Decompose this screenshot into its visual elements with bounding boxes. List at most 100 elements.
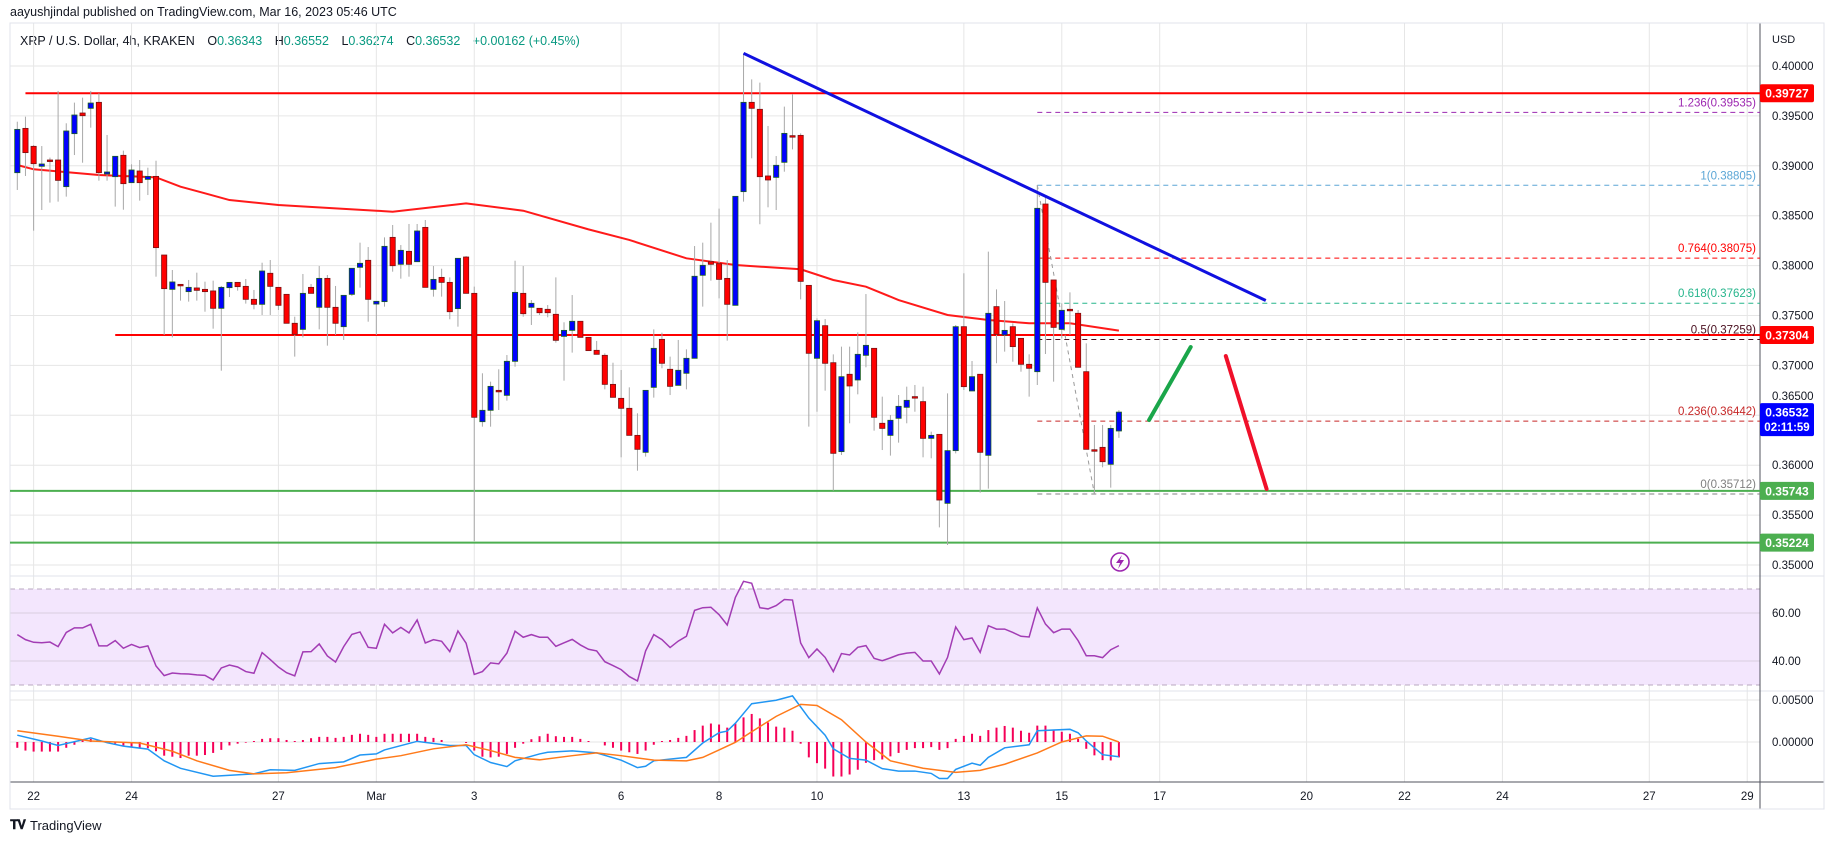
candle-body: [226, 281, 233, 289]
candle: [487, 381, 494, 427]
candle-body: [87, 102, 94, 109]
horizontal-levels[interactable]: [10, 92, 1760, 544]
time-tick-label: 27: [1643, 791, 1656, 803]
fibonacci-retracement[interactable]: 1.236(0.39535) 1(0.38805) 0.764(0.38075) 0.…: [1036, 97, 1760, 495]
candle: [952, 324, 959, 454]
time-tick-label: 22: [27, 791, 40, 803]
candle-body: [871, 347, 878, 418]
candle: [985, 251, 992, 489]
candle: [969, 361, 976, 392]
candle-body: [30, 145, 37, 165]
candle-body: [144, 175, 151, 180]
candle-body: [479, 409, 486, 423]
candle-body: [373, 300, 380, 305]
candle: [707, 222, 714, 281]
price-level-badge-label: 0.35224: [1765, 536, 1809, 550]
candle-body: [14, 128, 21, 174]
candle-body: [765, 175, 772, 181]
candle-body: [903, 399, 910, 408]
candle-body: [773, 164, 780, 178]
candle-body: [642, 389, 649, 453]
price-tick-label: 0.39500: [1772, 111, 1814, 123]
candle-body: [699, 264, 706, 276]
candle: [495, 369, 502, 411]
candle: [1001, 301, 1008, 352]
open-label: O: [207, 34, 218, 48]
time-tick-label: 10: [811, 791, 824, 803]
candle-body: [422, 226, 429, 288]
candle-body: [544, 308, 551, 314]
candle: [887, 415, 894, 456]
price-level-badge-label: 0.35743: [1765, 484, 1809, 498]
candle-body: [1075, 312, 1082, 368]
rsi-pane: [16, 580, 1120, 683]
candle: [365, 247, 372, 322]
candle-body: [928, 434, 935, 439]
candle-body: [707, 261, 714, 265]
candle: [781, 106, 788, 172]
price-tick-label: 0.37000: [1772, 360, 1814, 372]
rsi-tick-label: 60.00: [1772, 608, 1801, 620]
candle-body: [658, 338, 665, 364]
candle: [405, 223, 412, 277]
candle-body: [609, 383, 616, 398]
rsi-tick-label: 40.00: [1772, 656, 1801, 668]
candle: [699, 242, 706, 307]
candle-body: [626, 407, 633, 436]
candle: [805, 284, 812, 427]
candle: [691, 246, 698, 359]
candle: [14, 121, 21, 190]
candle: [895, 395, 902, 443]
candle-body: [920, 401, 927, 439]
macd-line: [17, 695, 1119, 780]
candle: [169, 269, 176, 338]
candle-body: [316, 277, 323, 308]
price-tick-label: 0.35500: [1772, 510, 1814, 522]
candle-body: [446, 281, 453, 313]
candle-body: [389, 236, 396, 267]
candle: [903, 386, 910, 424]
time-axis[interactable]: 22 24 27 Mar 3 6 8 10 13 15 17 20 22 24 27 29: [27, 791, 1753, 803]
candle: [161, 254, 168, 335]
candle: [438, 268, 445, 297]
candle-body: [153, 175, 160, 249]
candle-body: [601, 354, 608, 385]
candle-body: [348, 267, 355, 295]
drawings[interactable]: [742, 51, 1269, 491]
candle: [822, 318, 829, 391]
candle-body: [740, 101, 747, 193]
price-tick-label: 0.36500: [1772, 391, 1814, 403]
candle-body: [357, 262, 364, 268]
change-value: +0.00162 (+0.45%): [472, 34, 580, 48]
price-level-badge: [1760, 481, 1814, 500]
candle: [830, 354, 837, 491]
candle-body: [503, 360, 510, 396]
candle-body: [71, 114, 78, 135]
candle: [136, 160, 143, 201]
candle-body: [454, 257, 461, 310]
candle-body: [561, 329, 568, 337]
candle-body: [495, 389, 502, 393]
tradingview-logo-icon: 𝐓𝐕: [10, 817, 26, 832]
candle-body: [797, 134, 804, 282]
candle: [250, 289, 257, 310]
candle-body: [977, 373, 984, 453]
candle-body: [887, 419, 894, 436]
candle-body: [1058, 309, 1065, 330]
candle-body: [1034, 207, 1041, 373]
fib-level-label: 0.618(0.37623): [1678, 288, 1756, 300]
candle: [1075, 310, 1082, 368]
candle-body: [634, 434, 641, 450]
alert-icon[interactable]: [1110, 552, 1130, 572]
candle: [650, 329, 657, 398]
last-price-badge: [1760, 403, 1814, 437]
candle: [1066, 292, 1073, 335]
candle: [765, 125, 772, 208]
price-level-badge: [1760, 533, 1814, 552]
candle: [936, 433, 943, 528]
candle: [30, 145, 37, 231]
price-axis[interactable]: USD 0.40000 0.39500 0.39000 0.38500 0.38000 0…: [1760, 34, 1814, 749]
high-label: H: [274, 34, 284, 48]
close-label: C: [406, 34, 416, 48]
